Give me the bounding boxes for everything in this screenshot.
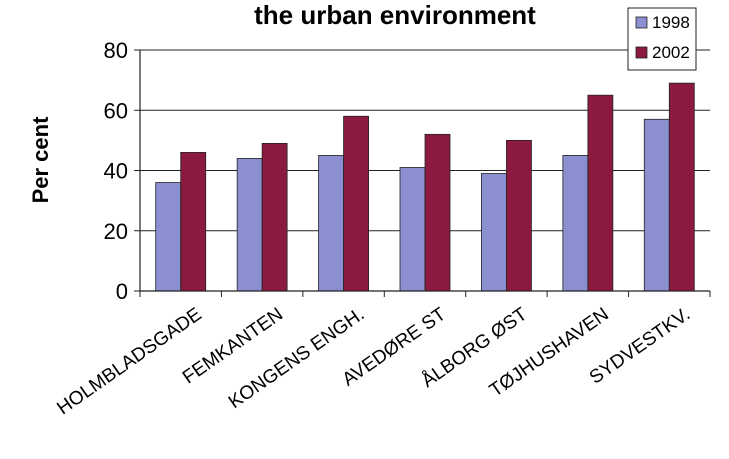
y-tick-label: 20 [104, 219, 128, 244]
bar-2002-6 [587, 94, 614, 292]
bar-2002-2 [261, 142, 288, 292]
y-tick-label: 80 [104, 38, 128, 63]
legend-label: 2002 [652, 43, 690, 62]
bar-1998-5 [481, 173, 507, 292]
y-tick-label: 40 [104, 159, 128, 184]
bar-2002-1 [180, 152, 207, 292]
chart-title: the urban environment [254, 0, 536, 30]
legend: 1998 2002 [627, 7, 697, 71]
y-tick-label: 60 [104, 98, 128, 123]
bars [155, 82, 695, 292]
x-tick-label: HOLMBLADSGADE [53, 304, 205, 419]
legend-label: 1998 [652, 13, 690, 32]
y-ticks: 0 20 40 60 80 [104, 38, 140, 304]
bar-2002-4 [424, 133, 451, 292]
x-tick-label: KONGENS ENGH. [225, 304, 369, 413]
bar-1998-3 [318, 155, 344, 292]
bar-1998-2 [236, 158, 263, 292]
bar-1998-7 [643, 118, 670, 292]
legend-swatch-1998 [635, 16, 648, 29]
y-axis-label: Per cent [28, 116, 53, 203]
legend-swatch-2002 [635, 46, 648, 59]
bar-2002-5 [506, 139, 532, 292]
legend-box [627, 7, 697, 71]
y-tick-label: 0 [116, 279, 128, 304]
bar-1998-1 [155, 182, 182, 292]
bar-2002-3 [343, 115, 369, 292]
bar-2002-7 [668, 82, 695, 292]
bar-1998-4 [399, 167, 426, 292]
bar-1998-6 [562, 155, 589, 292]
